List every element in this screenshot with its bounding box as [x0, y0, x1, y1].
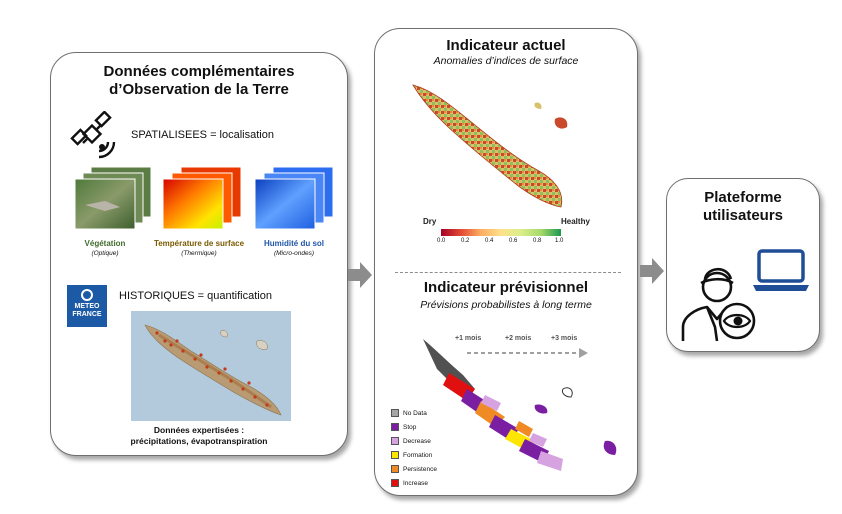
vegetation-subtitle: (Optique) — [91, 250, 119, 257]
soil-moisture-caption: Humidité du sol (Micro-ondes) — [251, 239, 337, 259]
horizon-1: +1 mois — [455, 335, 482, 342]
expert-data-caption: Données expertisées : précipitations, év… — [51, 425, 347, 447]
laptop-icon — [753, 249, 809, 291]
forecast-indicator-subtitle: Prévisions probabilistes à long terme — [420, 299, 592, 311]
legend-item-stop: Stop — [391, 423, 416, 431]
legend-label: Formation — [403, 451, 433, 459]
legend-label: Stop — [403, 423, 417, 431]
earth-observation-title: Données complémentaires d’Observation de… — [51, 63, 347, 99]
temperature-thumbnail-stack — [163, 166, 242, 230]
title-line-2: d’Observation de la Terre — [109, 81, 289, 98]
colorbar-tick-1: 0.2 — [461, 238, 470, 244]
surface-anomaly-map — [412, 84, 568, 208]
temperature-title: Température de surface — [153, 239, 245, 248]
historic-label: HISTORIQUES = quantification — [119, 290, 272, 302]
soil-moisture-title: Humidité du sol — [264, 239, 324, 248]
temperature-subtitle: (Thermique) — [181, 250, 217, 257]
vegetation-title: Végétation — [84, 239, 126, 248]
earth-observation-panel: Données complémentaires d’Observation de… — [50, 52, 348, 456]
user-platform-title-line-2: utilisateurs — [702, 207, 784, 224]
current-indicator-title: Indicateur actuel — [446, 37, 566, 54]
spatialised-label: SPATIALISEES = localisation — [131, 129, 274, 141]
legend-swatch — [391, 451, 399, 459]
current-indicator-subtitle: Anomalies d’indices de surface — [433, 55, 579, 67]
horizon-arrow-icon — [467, 348, 588, 358]
legend-item-persistence: Persistence — [391, 465, 437, 473]
indicators-panel: Indicateur actuel Anomalies d’indices de… — [374, 28, 638, 496]
legend-label: No Data — [403, 409, 427, 417]
satellite-icon — [70, 111, 116, 159]
forecast-map — [423, 339, 617, 471]
legend-swatch — [391, 423, 399, 431]
horizon-2: +2 mois — [505, 335, 532, 342]
expert-line-2: précipitations, évapotranspiration — [130, 436, 268, 446]
soil-moisture-thumbnail-stack — [255, 166, 334, 230]
section-divider — [395, 272, 621, 273]
legend-item-formation: Formation — [391, 451, 432, 459]
horizon-3: +3 mois — [551, 335, 578, 342]
legend-label: Increase — [403, 479, 428, 487]
anomaly-colorbar — [441, 229, 561, 236]
dry-label: Dry — [423, 217, 437, 226]
legend-label: Decrease — [403, 437, 431, 445]
legend-item-no-data: No Data — [391, 409, 427, 417]
legend-swatch — [391, 409, 399, 417]
historic-rainfall-map — [131, 311, 291, 421]
legend-swatch — [391, 437, 399, 445]
arrow-right-icon — [348, 262, 372, 288]
eye-icon — [718, 302, 756, 340]
title-line-1: Données complémentaires — [103, 63, 295, 80]
meteo-logo-line-2: FRANCE — [72, 311, 102, 318]
colorbar-tick-4: 0.8 — [533, 238, 542, 244]
forecast-indicator-title: Indicateur prévisionnel — [423, 279, 589, 296]
expert-line-1: Données expertisées : — [153, 425, 245, 435]
legend-swatch — [391, 465, 399, 473]
user-platform-panel: Plateforme utilisateurs — [666, 178, 820, 352]
meteo-france-logo: METEO FRANCE — [67, 285, 107, 327]
legend-swatch — [391, 479, 399, 487]
meteo-logo-line-1: METEO — [74, 303, 100, 310]
arrow-right-icon — [640, 258, 664, 284]
vegetation-caption: Végétation (Optique) — [65, 239, 145, 259]
legend-item-decrease: Decrease — [391, 437, 431, 445]
temperature-caption: Température de surface (Thermique) — [145, 239, 253, 259]
colorbar-tick-0: 0.0 — [437, 238, 446, 244]
colorbar-tick-5: 1.0 — [555, 238, 564, 244]
user-platform-title: Plateforme utilisateurs — [667, 189, 819, 225]
legend-item-increase: Increase — [391, 479, 428, 487]
user-platform-title-line-1: Plateforme — [704, 189, 782, 206]
colorbar-tick-2: 0.4 — [485, 238, 494, 244]
legend-label: Persistence — [403, 465, 437, 473]
soil-moisture-subtitle: (Micro-ondes) — [273, 250, 315, 257]
healthy-label: Healthy — [561, 217, 590, 226]
colorbar-tick-3: 0.6 — [509, 238, 518, 244]
vegetation-thumbnail-stack — [75, 166, 152, 230]
